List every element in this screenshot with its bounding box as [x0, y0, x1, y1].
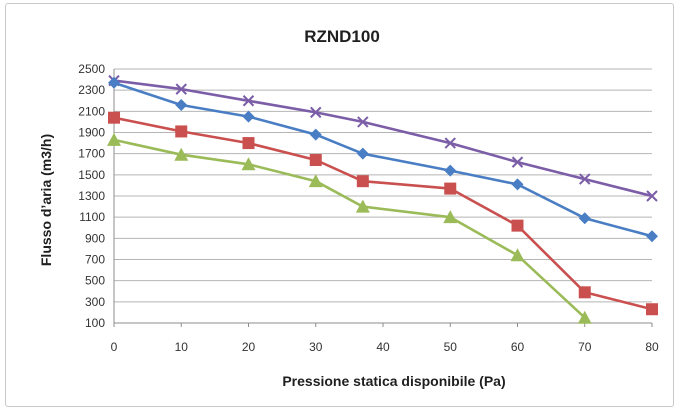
data-point-square-marker: [309, 154, 322, 167]
y-axis-label: Flusso d’aria (m3/h): [38, 134, 54, 266]
y-tick-label: 300: [85, 295, 105, 309]
y-tick-label: 100: [85, 316, 105, 330]
data-point-square-marker: [444, 182, 457, 195]
series-line: [113, 81, 653, 238]
x-tick-label: 60: [511, 340, 525, 354]
series-4: [107, 132, 592, 324]
y-tick-label: 2500: [78, 62, 105, 76]
x-tick-label: 40: [376, 340, 390, 354]
y-tick-label: 2100: [78, 104, 105, 118]
y-tick-label: 700: [85, 253, 105, 267]
data-point-triangle-marker: [443, 210, 458, 224]
x-tick-label: 20: [242, 340, 256, 354]
data-point-square-marker: [175, 125, 188, 138]
data-point-square-marker: [356, 175, 369, 188]
x-tick-label: 30: [309, 340, 323, 354]
y-tick-label: 1300: [78, 189, 105, 203]
line-chart: RZND100 10030050070090011001300150017001…: [38, 27, 659, 389]
data-point-x-marker: [646, 190, 658, 202]
data-point-triangle-marker: [308, 174, 323, 188]
data-point-diamond-marker: [108, 76, 120, 89]
data-point-triangle-marker: [355, 199, 370, 213]
data-point-square-marker: [578, 286, 591, 299]
y-tick-label: 1900: [78, 126, 105, 140]
data-point-diamond-marker: [444, 164, 457, 177]
x-tick-label: 80: [645, 340, 659, 354]
data-point-x-marker: [444, 137, 456, 149]
chart-title: RZND100: [304, 27, 380, 46]
data-point-square-marker: [646, 303, 658, 316]
data-point-triangle-marker: [241, 157, 256, 171]
data-point-diamond-marker: [356, 147, 369, 160]
chart-frame: RZND100 100 300 500 700 900 1100 1300 1500 1700 1…: [5, 3, 674, 407]
data-point-square-marker: [108, 111, 120, 124]
data-point-triangle-marker: [577, 310, 592, 324]
x-tick-label: 0: [111, 340, 118, 354]
data-point-diamond-marker: [175, 98, 188, 111]
x-axis-label: Pressione statica disponibile (Pa): [282, 373, 505, 389]
y-tick-label: 1700: [78, 147, 105, 161]
data-point-triangle-marker: [510, 248, 525, 262]
y-tick-label: 1500: [78, 168, 105, 182]
series: [107, 74, 658, 324]
y-tick-label: 2300: [78, 83, 105, 97]
data-point-triangle-marker: [174, 147, 189, 161]
data-point-x-marker: [310, 106, 322, 119]
series-2: [108, 76, 658, 243]
y-tick-label: 900: [85, 231, 105, 245]
x-tick-label: 50: [444, 340, 458, 354]
data-point-x-marker: [357, 116, 369, 128]
data-point-diamond-marker: [309, 128, 322, 141]
data-point-diamond-marker: [511, 178, 524, 191]
axes: [113, 69, 653, 327]
data-point-diamond-marker: [578, 212, 591, 225]
gridlines: [114, 68, 652, 303]
y-tick-label: 1100: [79, 210, 105, 224]
series-line: [113, 138, 586, 319]
x-tick-labels: 0 10 20 30 40 50 60 70 80: [111, 340, 659, 354]
data-point-x-marker: [242, 95, 255, 107]
x-tick-label: 70: [578, 340, 592, 354]
series-line: [113, 79, 653, 198]
data-point-x-marker: [175, 83, 187, 95]
series-3: [108, 111, 658, 316]
y-tick-label: 500: [85, 274, 105, 288]
data-point-square-marker: [242, 137, 255, 150]
y-tick-labels: 100 300 500 700 900 1100 1300 1500 1700 1900 2100 2…: [78, 62, 105, 330]
data-point-x-marker: [511, 156, 524, 168]
data-point-diamond-marker: [242, 110, 255, 123]
data-point-x-marker: [579, 173, 591, 185]
data-point-square-marker: [511, 219, 524, 232]
data-point-diamond-marker: [646, 230, 658, 243]
x-tick-label: 10: [175, 340, 189, 354]
data-point-triangle-marker: [107, 132, 121, 146]
